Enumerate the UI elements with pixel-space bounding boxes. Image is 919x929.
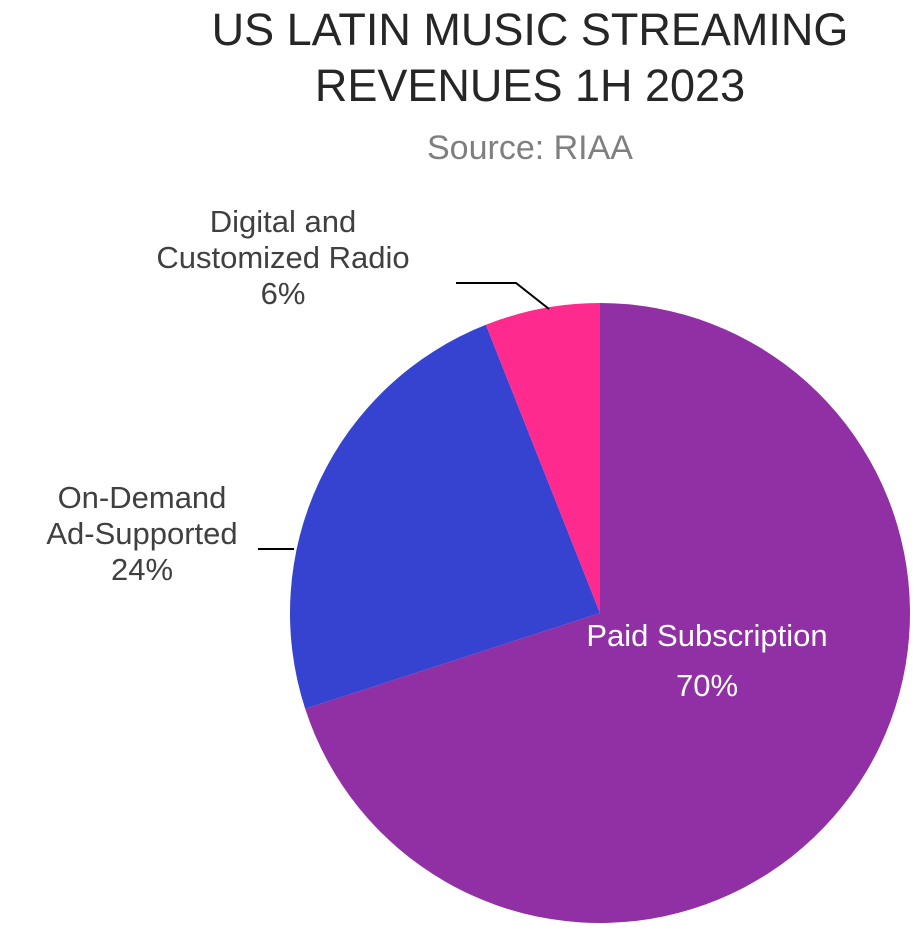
leader-lines [258, 282, 550, 550]
slice-label-2: Digital and Customized Radio 6% [156, 204, 409, 311]
slice-label-0-line-0: Paid Subscription [586, 618, 827, 653]
slice-label-1-line-2: 24% [111, 552, 173, 587]
slice-label-0: Paid Subscription 70% [586, 618, 827, 703]
slice-label-2-line-1: Customized Radio [156, 240, 409, 275]
slice-label-1: On-Demand Ad-Supported 24% [46, 480, 237, 587]
slice-label-2-line-0: Digital and [210, 204, 356, 239]
chart-title-line-1: US LATIN MUSIC STREAMING [211, 4, 849, 55]
pie-slices [290, 303, 910, 923]
leader-line-2 [456, 282, 550, 310]
slice-label-1-line-1: Ad-Supported [46, 516, 237, 551]
slice-label-0-line-1: 70% [676, 668, 738, 703]
pie-slice-digital-and-customized-radio [485, 303, 600, 613]
chart-subtitle: Source: RIAA [427, 129, 633, 167]
chart-title-line-2: REVENUES 1H 2023 [314, 60, 746, 111]
pie-slice-paid-subscription [305, 303, 910, 923]
pie-slice-on-demand-ad-supported [290, 324, 600, 709]
slice-label-1-line-0: On-Demand [58, 480, 227, 515]
slice-labels: Paid Subscription 70% On-Demand Ad-Supporte… [46, 204, 827, 703]
slice-label-2-line-2: 6% [261, 276, 306, 311]
